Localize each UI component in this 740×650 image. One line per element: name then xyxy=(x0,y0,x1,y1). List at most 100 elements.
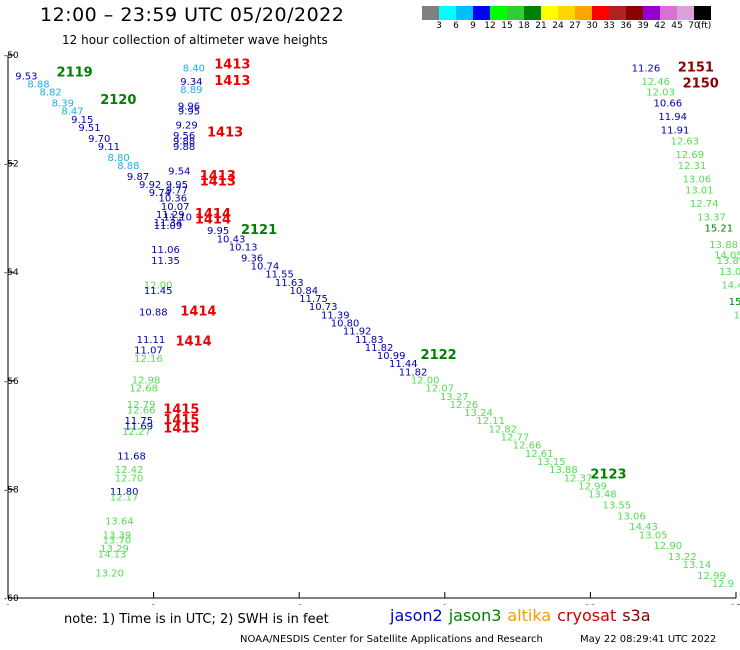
track-label: 1413 xyxy=(200,169,236,184)
footer-timestamp: May 22 08:29:41 UTC 2022 xyxy=(580,634,717,645)
wave-height-point: 1 xyxy=(734,310,740,321)
legend-label: 36 xyxy=(620,21,632,31)
satellite-altika: altika xyxy=(507,606,552,625)
wave-height-point: 13.39 xyxy=(103,530,132,541)
legend-label: 6 xyxy=(453,21,459,31)
x-tick-label: 15 xyxy=(730,604,740,605)
wave-height-point: 8.39 xyxy=(52,99,74,110)
wave-height-point: 9.11 xyxy=(98,142,120,153)
wave-height-point: 12.00 xyxy=(144,280,173,291)
legend-label: 70 xyxy=(688,21,700,31)
wave-height-point: 11.07 xyxy=(134,346,163,357)
wave-height-point: 12.70 xyxy=(115,473,144,484)
legend-swatch xyxy=(558,6,575,20)
wave-height-point: 11.06 xyxy=(151,245,180,256)
x-tick-label: 3 xyxy=(151,604,157,605)
wave-height-point: 11.35 xyxy=(151,256,180,267)
wave-height-map: -50-52-54-56-58-60036912159.538.888.828.… xyxy=(4,51,740,605)
wave-height-point: 13.06 xyxy=(683,175,712,186)
page-subtitle: 12 hour collection of altimeter wave hei… xyxy=(62,33,328,47)
wave-height-point: 12.46 xyxy=(641,77,670,88)
wave-height-point: 9.56 xyxy=(173,131,195,142)
wave-height-point: 11.45 xyxy=(144,286,173,297)
wave-height-point: 11.39 xyxy=(321,310,350,321)
wave-height-point: 12.26 xyxy=(450,400,479,411)
wave-height-point: 11.26 xyxy=(632,63,661,74)
wave-height-point: 11.94 xyxy=(658,112,687,123)
legend-swatch xyxy=(694,6,711,20)
wave-height-point: 11.92 xyxy=(343,327,372,338)
legend-swatch xyxy=(660,6,677,20)
track-label: 1415 xyxy=(163,421,199,436)
wave-height-point: 9.96 xyxy=(178,101,200,112)
legend-swatch xyxy=(439,6,456,20)
legend-swatch xyxy=(422,6,439,20)
wave-height-point: 12.27 xyxy=(122,427,151,438)
wave-height-point: 13.89 xyxy=(717,256,740,267)
wave-height-point: 12.11 xyxy=(476,416,505,427)
legend-swatch xyxy=(592,6,609,20)
legend-label: 30 xyxy=(586,21,598,31)
track-label: 2119 xyxy=(57,66,93,81)
color-legend-labels: 3 6 9 12 15 18 21 24 27 30 33 36 39 42 45 70 (ft) xyxy=(422,21,740,35)
legend-label: 21 xyxy=(535,21,547,31)
wave-height-point: 8.82 xyxy=(40,88,62,99)
wave-height-point: 11.91 xyxy=(661,126,690,137)
x-tick-label: 6 xyxy=(296,604,302,605)
legend-swatch xyxy=(626,6,643,20)
wave-height-point: 12.16 xyxy=(134,354,163,365)
legend-label: 24 xyxy=(552,21,564,31)
legend-swatch xyxy=(643,6,660,20)
track-label: 1415 xyxy=(163,402,199,417)
wave-height-point: 11.82 xyxy=(365,343,394,354)
wave-height-point: 12.69 xyxy=(675,150,704,161)
wave-height-point: 9.53 xyxy=(15,71,37,82)
wave-height-point: 11.29 xyxy=(156,210,185,221)
wave-height-point: 10.66 xyxy=(653,99,682,110)
wave-height-point: 14.05 xyxy=(714,251,740,262)
legend-swatch xyxy=(507,6,524,20)
legend-swatch xyxy=(524,6,541,20)
wave-height-point: 13.0 xyxy=(719,267,740,278)
track-label: 1414 xyxy=(175,335,211,350)
wave-height-point: 10.84 xyxy=(289,286,318,297)
wave-height-point: 9.77 xyxy=(166,185,188,196)
wave-height-point: 11.09 xyxy=(154,221,183,232)
satellite-s3a: s3a xyxy=(622,606,651,625)
wave-height-point: 10.80 xyxy=(331,319,360,330)
wave-height-point: 11.83 xyxy=(355,335,384,346)
wave-height-point: 13.06 xyxy=(617,511,646,522)
wave-height-point: 12.98 xyxy=(132,376,161,387)
track-label: 2151 xyxy=(678,60,714,75)
legend-label: 42 xyxy=(654,21,666,31)
wave-height-point: 10.73 xyxy=(309,302,338,313)
wave-height-point: 11.11 xyxy=(137,335,166,346)
legend-swatch xyxy=(490,6,507,20)
track-label: 2120 xyxy=(100,93,136,108)
wave-height-point: 9.51 xyxy=(78,123,100,134)
wave-height-point: 13.24 xyxy=(464,408,493,419)
track-label: 1413 xyxy=(214,58,250,73)
legend-label: 3 xyxy=(436,21,442,31)
wave-height-point: 10.43 xyxy=(217,234,246,245)
wave-height-point: 11.69 xyxy=(124,422,153,433)
wave-height-point: 10.13 xyxy=(229,242,258,253)
wave-height-point: 14.43 xyxy=(629,522,658,533)
wave-height-point: 12.63 xyxy=(670,137,699,148)
wave-height-point: 12.68 xyxy=(129,384,158,395)
legend-label: 18 xyxy=(518,21,530,31)
wave-height-point: 13.64 xyxy=(105,517,134,528)
wave-height-point: 13.29 xyxy=(100,544,129,555)
y-tick-label: -58 xyxy=(4,485,19,495)
wave-height-point: 11.75 xyxy=(124,416,153,427)
wave-height-point: 9.95 xyxy=(178,107,200,118)
track-label: 1414 xyxy=(195,207,231,222)
wave-height-point: 12.42 xyxy=(115,465,144,476)
legend-swatch xyxy=(473,6,490,20)
wave-height-point: 11.44 xyxy=(389,359,418,370)
wave-height-point: 9.70 xyxy=(88,134,110,145)
wave-height-point: 12.61 xyxy=(525,449,554,460)
wave-height-point: 10.88 xyxy=(139,308,168,319)
wave-height-point: 12.9 xyxy=(712,579,734,590)
wave-height-point: 8.47 xyxy=(61,107,83,118)
